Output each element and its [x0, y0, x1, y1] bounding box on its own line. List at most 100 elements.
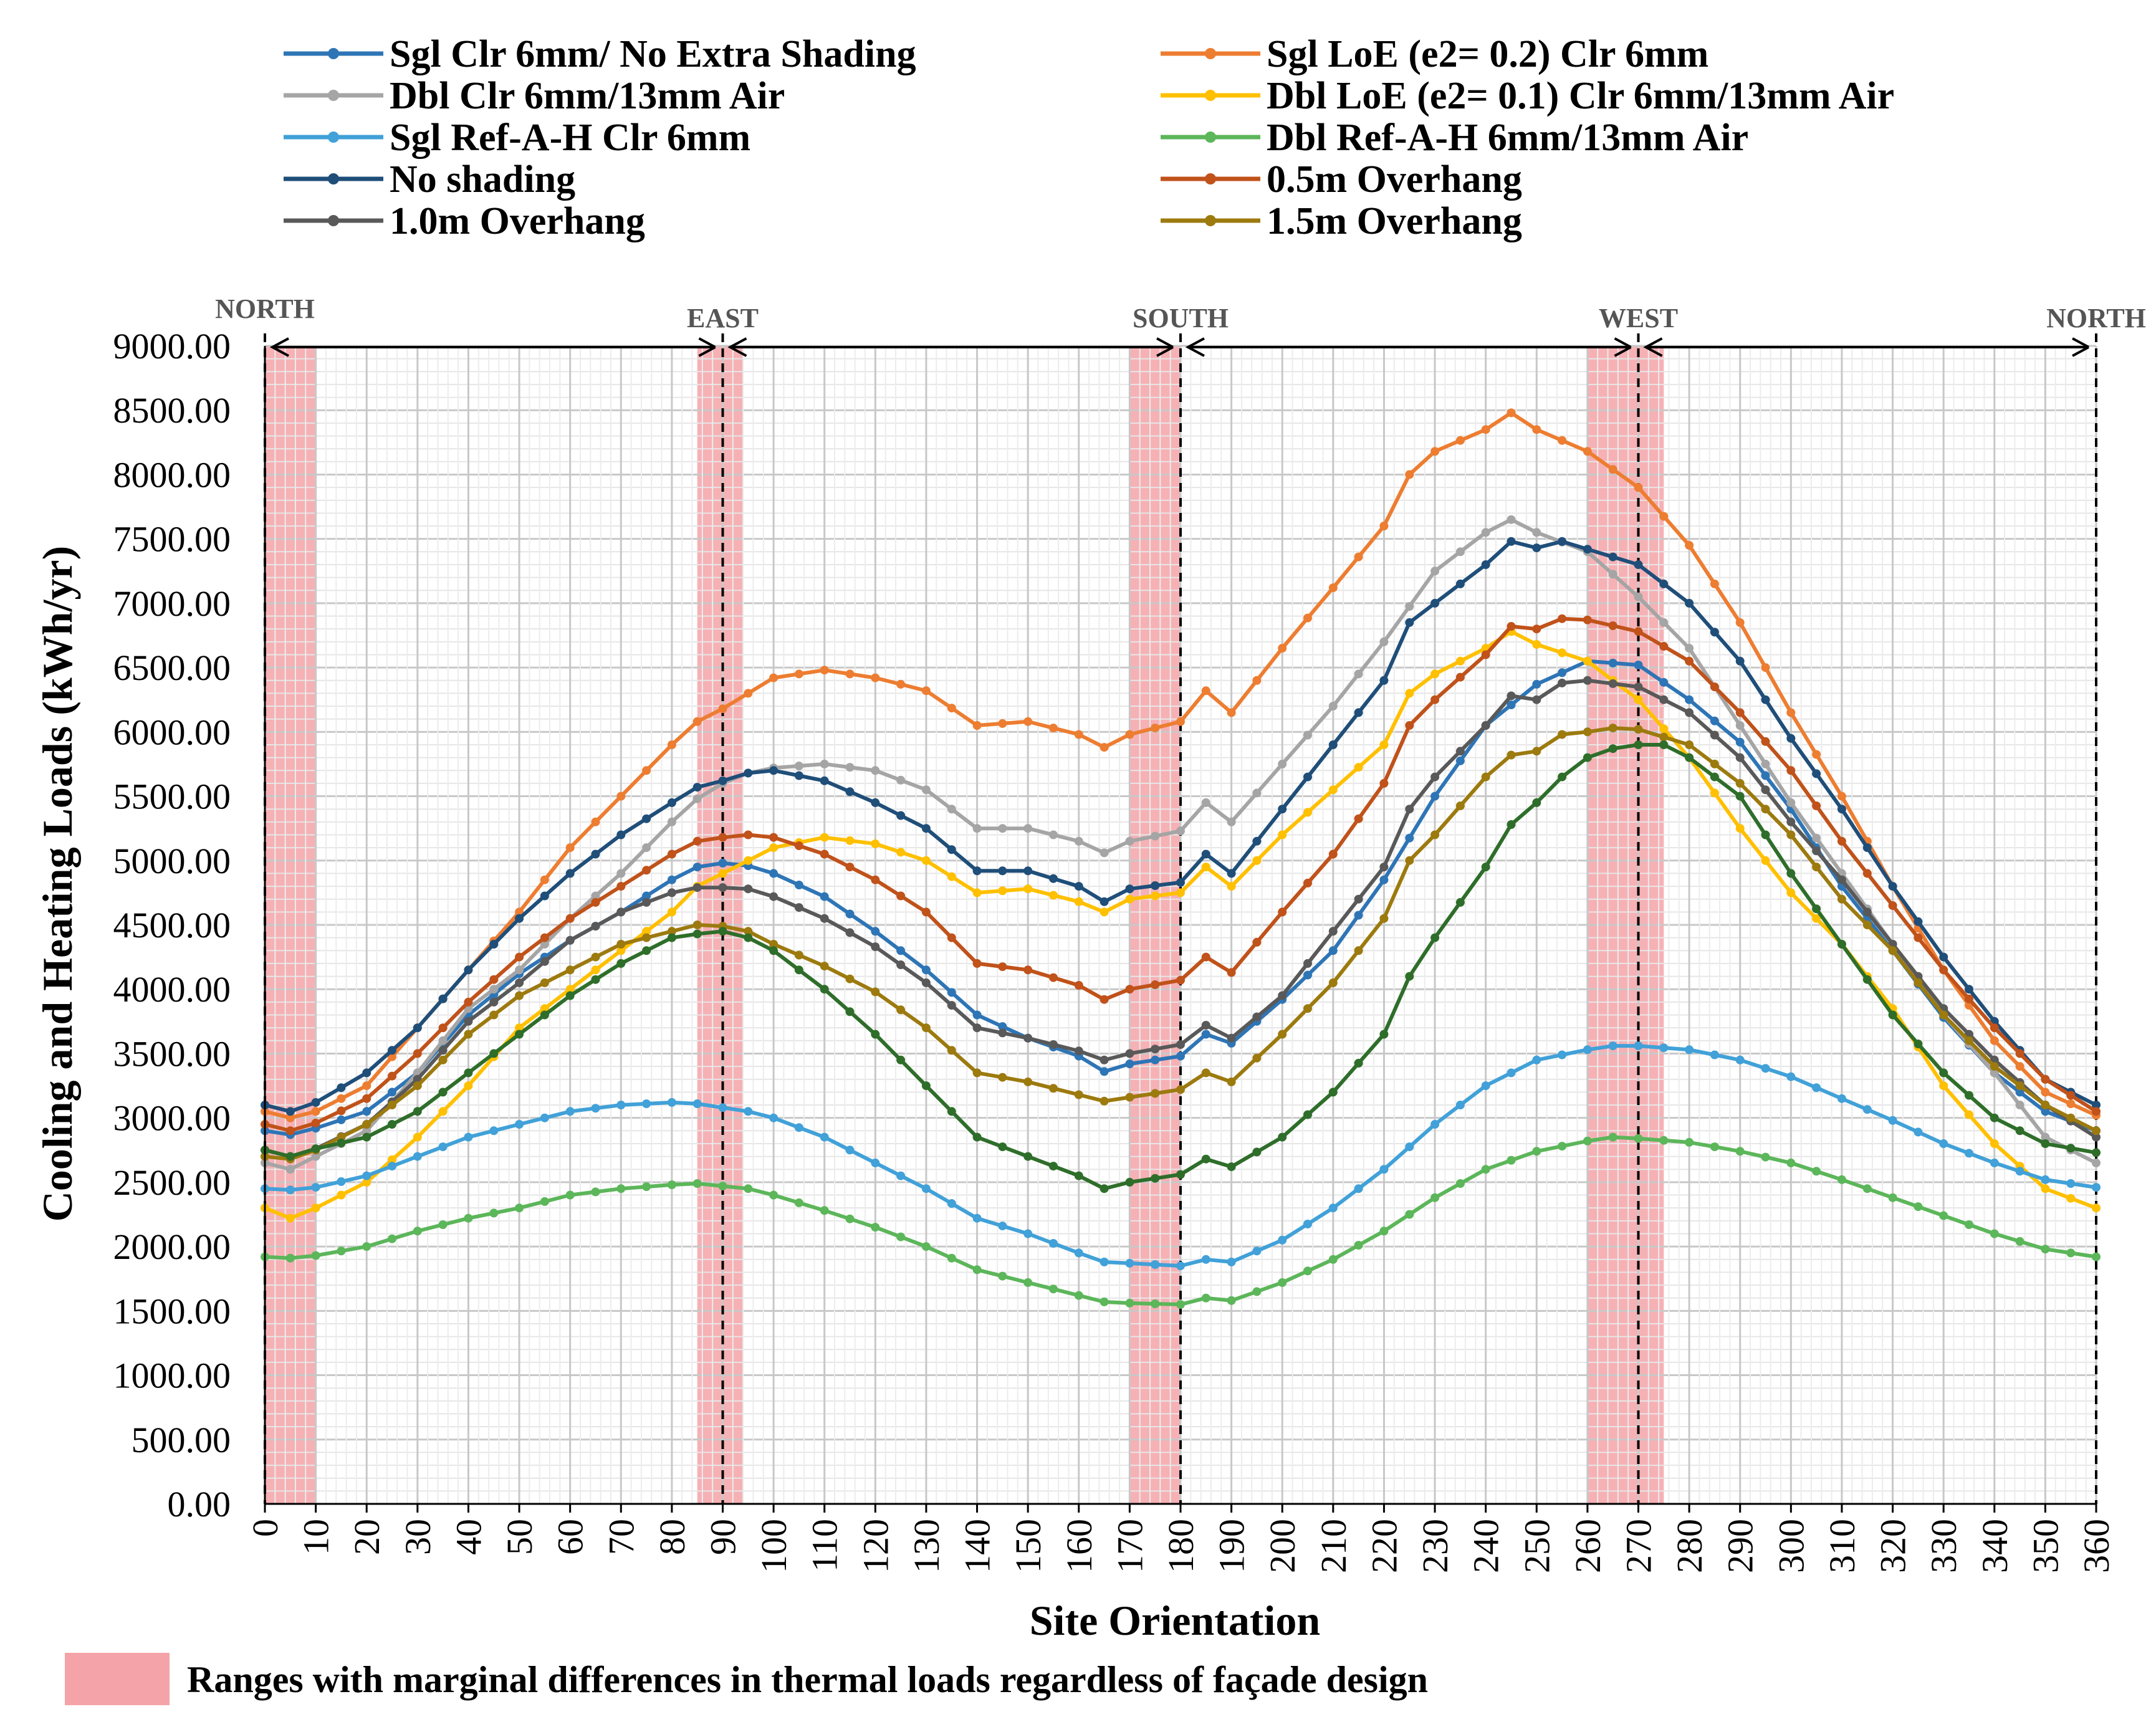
data-point: [438, 1142, 448, 1152]
data-point: [947, 704, 956, 713]
arrow-head-right: [698, 337, 716, 357]
data-point: [1507, 515, 1516, 524]
data-point: [1761, 856, 1770, 865]
data-point: [1405, 972, 1414, 981]
data-point: [413, 1107, 422, 1116]
data-point: [667, 907, 676, 917]
data-point: [337, 1246, 346, 1256]
data-point: [692, 794, 702, 803]
data-point: [565, 991, 575, 1000]
data-point: [2041, 1107, 2050, 1116]
legend-swatch-marker: [328, 90, 339, 101]
data-point: [794, 965, 803, 975]
data-point: [438, 1088, 448, 1097]
data-point: [1990, 1062, 1999, 1071]
data-point: [1125, 1298, 1134, 1308]
data-point: [388, 1071, 396, 1081]
data-point: [1176, 1170, 1185, 1179]
legend-item: Sgl Ref-A-H Clr 6mm: [284, 117, 750, 159]
series-8: [261, 614, 2101, 1136]
data-point: [896, 1171, 906, 1180]
data-point: [616, 882, 626, 891]
data-point: [616, 940, 626, 949]
series-4: [261, 627, 2101, 1223]
data-point: [998, 1022, 1007, 1031]
data-point: [1379, 863, 1389, 872]
data-point: [1201, 1068, 1210, 1078]
data-point: [1507, 820, 1516, 829]
data-point: [1659, 1136, 1669, 1145]
data-point: [1278, 644, 1287, 653]
data-point: [1786, 888, 1796, 897]
data-point: [1862, 975, 1872, 984]
data-point: [1430, 669, 1440, 679]
legend-item: Dbl Ref-A-H 6mm/13mm Air: [1161, 117, 1748, 159]
data-point: [1252, 676, 1262, 685]
data-point: [1965, 1036, 1973, 1045]
data-point: [362, 1126, 371, 1136]
data-point: [1125, 1093, 1134, 1102]
data-point: [1100, 1096, 1109, 1106]
data-point: [871, 987, 880, 997]
data-point: [1939, 965, 1948, 975]
data-point: [1634, 592, 1643, 601]
data-point: [1455, 547, 1465, 557]
data-point: [921, 907, 931, 917]
data-point: [515, 978, 524, 987]
data-point: [1990, 1229, 1999, 1238]
data-point: [565, 914, 575, 923]
data-point: [1201, 849, 1210, 859]
legend-item: 1.5m Overhang: [1161, 200, 1522, 242]
series-2: [261, 408, 2101, 1122]
highlight-note: Ranges with marginal differences in ther…: [187, 1659, 1428, 1700]
data-point: [2041, 1245, 2050, 1254]
data-point: [820, 849, 829, 859]
data-point: [515, 965, 524, 975]
data-point: [642, 946, 651, 955]
data-point: [1532, 679, 1541, 689]
data-point: [285, 1113, 295, 1122]
data-point: [1455, 897, 1465, 907]
data-point: [972, 824, 982, 833]
data-point: [1278, 1030, 1287, 1039]
y-tick-label: 0.00: [168, 1484, 231, 1524]
data-point: [1227, 708, 1236, 717]
data-point: [616, 869, 626, 878]
data-point: [1100, 1257, 1109, 1266]
data-point: [947, 1253, 956, 1263]
data-point: [1965, 994, 1973, 1003]
data-point: [1761, 663, 1770, 672]
data-point: [1405, 689, 1414, 698]
data-point: [540, 957, 549, 966]
data-point: [998, 866, 1007, 876]
data-point: [972, 1068, 982, 1078]
data-point: [1201, 1030, 1210, 1039]
data-point: [896, 960, 906, 969]
data-point: [413, 1227, 422, 1236]
data-point: [972, 1132, 982, 1142]
data-point: [388, 1046, 396, 1055]
data-point: [1914, 933, 1923, 942]
data-point: [692, 863, 702, 872]
data-point: [1685, 598, 1694, 608]
data-point: [1888, 1010, 1897, 1020]
data-point: [1074, 1291, 1083, 1300]
direction-label: NORTH: [215, 294, 315, 324]
data-point: [1710, 1050, 1719, 1060]
data-point: [1023, 1152, 1033, 1161]
data-point: [1862, 921, 1872, 929]
data-point: [692, 883, 702, 892]
data-point: [1023, 866, 1033, 876]
data-point: [692, 836, 702, 846]
data-point: [1100, 1184, 1109, 1194]
data-point: [896, 775, 906, 785]
legend-label: 0.5m Overhang: [1267, 158, 1522, 201]
data-point: [1735, 656, 1745, 666]
data-point: [1023, 717, 1033, 726]
x-tick-label: 300: [1771, 1519, 1811, 1573]
data-point: [921, 978, 931, 987]
data-point: [871, 673, 880, 682]
orientation-markers: NORTH EAST SOUTH WEST NORTH: [215, 294, 2146, 1504]
data-point: [1659, 732, 1669, 742]
data-point: [515, 1120, 524, 1129]
